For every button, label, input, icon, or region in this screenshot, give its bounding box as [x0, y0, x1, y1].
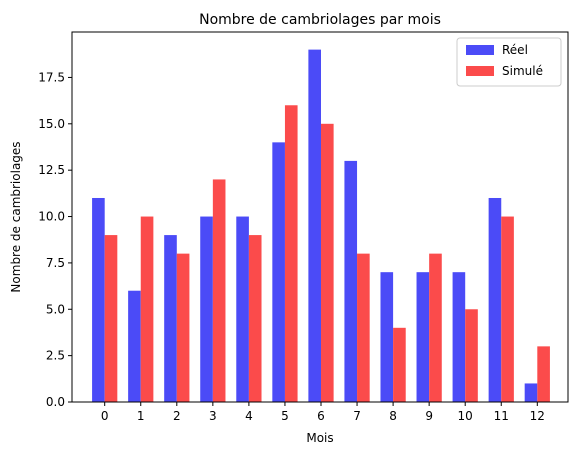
- bar-simule-6: [321, 123, 334, 403]
- bar-reel-5: [272, 142, 285, 402]
- bar-simule-2: [176, 253, 190, 402]
- bars-group: [92, 49, 550, 403]
- y-tick-label: 7.5: [46, 256, 65, 270]
- x-tick-label: 5: [281, 409, 289, 423]
- bar-simule-9: [429, 253, 442, 402]
- y-axis-ticks: 0.0 2.5 5.0 7.5 10.0 12.5 15.0 17.5: [38, 70, 72, 409]
- x-tick-label: 6: [317, 409, 325, 423]
- x-tick-label: 3: [209, 409, 217, 423]
- y-tick-label: 0.0: [46, 395, 65, 409]
- bar-simule-4: [248, 235, 262, 402]
- bar-reel-8: [380, 272, 394, 402]
- bar-simule-12: [537, 346, 550, 402]
- bar-simule-8: [393, 327, 406, 402]
- y-tick-label: 10.0: [38, 210, 65, 224]
- bar-simule-7: [357, 253, 370, 402]
- bar-reel-11: [488, 197, 502, 402]
- chart-title: Nombre de cambriolages par mois: [199, 12, 441, 28]
- bar-reel-10: [452, 272, 466, 402]
- bar-reel-4: [236, 216, 249, 402]
- bar-simule-10: [465, 309, 478, 402]
- bar-reel-6: [308, 49, 321, 403]
- bar-reel-3: [200, 216, 213, 402]
- x-tick-label: 1: [137, 409, 145, 423]
- x-tick-label: 10: [458, 409, 473, 423]
- x-tick-label: 11: [494, 409, 509, 423]
- x-axis-label: Mois: [306, 431, 333, 445]
- y-tick-label: 15.0: [38, 117, 65, 131]
- legend-swatch: [466, 66, 494, 76]
- x-tick-label: 8: [389, 409, 397, 423]
- x-tick-label: 2: [173, 409, 181, 423]
- bar-reel-12: [524, 383, 538, 402]
- legend-label: Simulé: [502, 64, 543, 78]
- x-axis-ticks: 0 1 2 3 4 5 6 7 8 9 10 11 12: [101, 402, 545, 423]
- x-tick-label: 9: [425, 409, 433, 423]
- y-axis-label: Nombre de cambriolages: [9, 141, 23, 292]
- bar-simule-5: [284, 105, 298, 402]
- bar-reel-9: [416, 272, 430, 402]
- y-tick-label: 17.5: [38, 70, 65, 84]
- bar-reel-7: [344, 160, 358, 402]
- bar-simule-1: [140, 216, 154, 402]
- y-tick-label: 5.0: [46, 302, 65, 316]
- bar-reel-2: [164, 235, 177, 402]
- x-tick-label: 7: [353, 409, 361, 423]
- x-tick-label: 4: [245, 409, 253, 423]
- legend-label: Réel: [502, 43, 528, 57]
- bar-reel-1: [128, 290, 141, 402]
- bar-simule-3: [212, 179, 226, 402]
- legend: Réel Simulé: [456, 37, 562, 87]
- bar-simule-11: [501, 216, 514, 402]
- y-tick-label: 12.5: [38, 163, 65, 177]
- bar-reel-0: [92, 197, 105, 402]
- bar-simule-0: [104, 235, 118, 402]
- x-tick-label: 12: [530, 409, 545, 423]
- legend-swatch: [466, 45, 494, 55]
- y-tick-label: 2.5: [46, 349, 65, 363]
- x-tick-label: 0: [101, 409, 109, 423]
